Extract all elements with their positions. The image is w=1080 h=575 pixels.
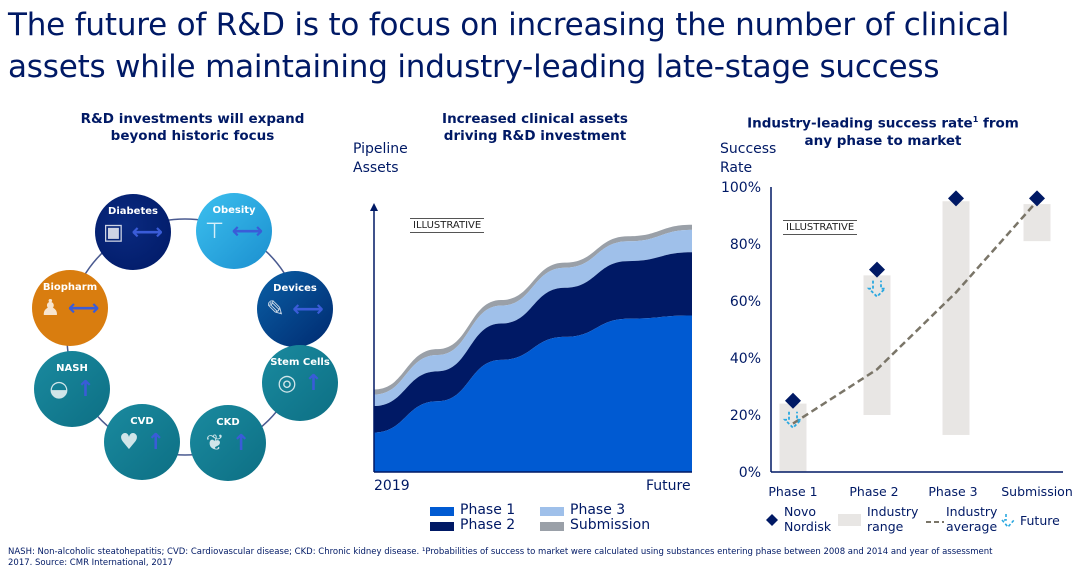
expand-arrow-icon: ⟷ — [60, 296, 100, 321]
middle-ylabel: Pipeline Assets — [353, 141, 408, 176]
up-arrow-icon: ↑ — [224, 431, 251, 456]
scale-icon: ⊤ — [204, 219, 224, 244]
y-tick-label: 20% — [730, 408, 761, 424]
focus-area-devices: Devices ✎ ⟷ — [257, 271, 333, 347]
novo-nordisk-marker — [948, 190, 964, 207]
y-tick-label: 60% — [730, 294, 761, 310]
focus-area-label: Biopharm — [42, 282, 98, 293]
focus-area-cvd: CVD ♥ ↑ — [104, 404, 180, 480]
expand-arrow-icon: ⟷ — [223, 219, 264, 244]
focus-area-label: CVD — [130, 416, 154, 427]
legend-label: Phase 3 — [570, 502, 626, 518]
novo-nordisk-marker — [1029, 190, 1045, 207]
right-heading-rest: from any phase to market — [804, 115, 1019, 149]
family-icon: ♟ — [40, 296, 61, 321]
y-tick-label: 40% — [730, 351, 761, 367]
legend-swatch — [540, 507, 564, 516]
up-arrow-icon: ↑ — [296, 371, 323, 396]
success-rate-chart: 0% 20% 40% 60% 80% 100% Phase 1 Phase 2 Phase 3 S… — [721, 180, 1073, 534]
focus-area-label: NASH — [56, 363, 88, 374]
legend-label: Future — [1020, 513, 1060, 528]
area-phase-1 — [374, 315, 692, 472]
right-ylabel: Success Rate — [720, 141, 777, 176]
legend-future-icon — [1000, 514, 1015, 529]
petri-dish-icon: ◎ — [277, 371, 297, 396]
industry-range-bar — [1023, 204, 1051, 242]
novo-nordisk-marker — [869, 261, 885, 278]
industry-range-bar — [942, 201, 970, 435]
legend-range-swatch — [838, 514, 861, 526]
legend-swatch — [430, 522, 454, 531]
industry-range-bar — [863, 275, 891, 415]
x-tick-label: Phase 2 — [849, 484, 898, 499]
focus-area-nash: NASH ◒ ↑ — [34, 351, 110, 427]
focus-area-stem-cells: Stem Cells ◎ ↑ — [262, 345, 338, 421]
x-tick-label: Phase 3 — [928, 484, 977, 499]
illustrative-label-mid: ILLUSTRATIVE — [410, 218, 485, 233]
legend-swatch — [430, 507, 454, 516]
ring-connector — [66, 218, 304, 456]
legend-label: Phase 1 — [460, 502, 516, 518]
expand-arrow-icon: ⟷ — [284, 297, 324, 322]
focus-area-label: Stem Cells — [270, 357, 330, 368]
novo-nordisk-marker — [785, 392, 801, 409]
area-chart — [370, 203, 692, 473]
glucose-meter-icon: ▣ — [103, 220, 124, 245]
focus-area-label: Diabetes — [108, 206, 158, 217]
x-tick-label: Submission — [1001, 484, 1073, 499]
kidney-icon: ❦ — [205, 431, 225, 456]
y-tick-label: 0% — [739, 465, 761, 481]
legend-novo-marker — [766, 514, 778, 526]
area-phase-2 — [374, 252, 692, 433]
future-down-arrow-icon — [782, 411, 804, 430]
focus-area-biopharm: Biopharm ♟ ⟷ — [32, 270, 108, 346]
focus-area-label: Devices — [273, 283, 317, 294]
legend-label: Submission — [570, 517, 651, 533]
footnote: NASH: Non-alcoholic steatohepatitis; CVD… — [8, 547, 993, 568]
right-heading: Industry-leading success rate1 from any … — [738, 111, 1028, 150]
focus-area-obesity: Obesity ⊤ ⟷ — [196, 193, 272, 269]
industry-average-line — [792, 200, 1038, 425]
focus-area-label: Obesity — [212, 205, 256, 216]
expand-arrow-icon: ⟷ — [123, 220, 163, 245]
y-tick-label: 100% — [721, 180, 761, 196]
legend-label: Phase 2 — [460, 517, 516, 533]
x-tick-label: Phase 1 — [768, 484, 817, 499]
up-arrow-icon: ↑ — [68, 377, 95, 402]
pen-injector-icon: ✎ — [266, 297, 285, 322]
industry-range-bar — [779, 403, 807, 472]
middle-heading: Increased clinical assets driving R&D in… — [442, 111, 628, 144]
legend-label: Industry average — [946, 504, 998, 534]
right-heading-main: Industry-leading success rate — [747, 115, 973, 132]
page-title: The future of R&D is to focus on increas… — [8, 7, 1010, 85]
footnote-ref: 1 — [972, 115, 979, 124]
legend-label: Industry range — [867, 504, 919, 534]
left-heading: R&D investments will expand beyond histo… — [80, 111, 305, 144]
up-arrow-icon: ↑ — [138, 430, 165, 455]
heart-icon: ♥ — [119, 430, 139, 455]
y-tick-label: 80% — [730, 237, 761, 253]
legend-swatch — [540, 522, 564, 531]
x-tick-2019: 2019 — [374, 478, 410, 494]
liver-icon: ◒ — [49, 377, 69, 402]
focus-area-diabetes: Diabetes ▣ ⟷ — [95, 194, 171, 270]
focus-area-ckd: CKD ❦ ↑ — [190, 405, 266, 481]
legend-label: Novo Nordisk — [784, 504, 832, 534]
area-phase-3 — [374, 229, 692, 407]
y-axis-arrow-icon — [370, 203, 378, 211]
x-tick-future: Future — [646, 478, 691, 494]
future-down-arrow-icon — [866, 280, 888, 298]
focus-area-label: CKD — [216, 417, 240, 428]
illustrative-label-right: ILLUSTRATIVE — [783, 220, 858, 235]
